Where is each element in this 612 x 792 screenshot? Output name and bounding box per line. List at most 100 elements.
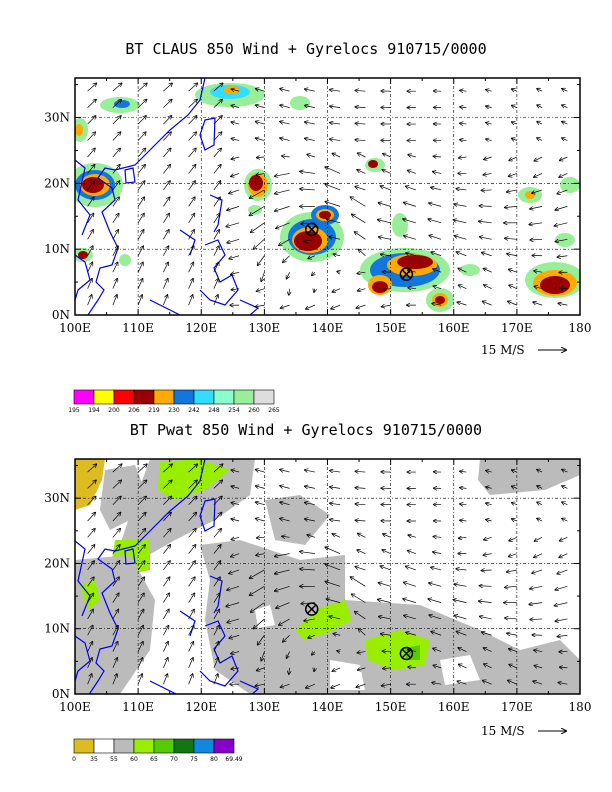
wind-vector — [406, 632, 416, 636]
wind-vector — [557, 256, 568, 257]
wind-vector — [562, 105, 568, 108]
wind-vector — [255, 502, 265, 505]
wind-vector — [314, 668, 315, 672]
wind-vector — [112, 496, 121, 505]
wind-vector — [314, 289, 315, 293]
wind-vector — [213, 246, 219, 256]
coastline-segment — [88, 459, 206, 694]
wind-vector — [509, 156, 518, 161]
wind-vector — [280, 304, 290, 308]
wind-vector — [554, 602, 568, 606]
wind-vector — [112, 132, 121, 141]
lon-tick-label: 120E — [185, 321, 217, 335]
wind-vector — [355, 488, 366, 489]
wind-vector — [509, 649, 517, 652]
wind-vector — [257, 157, 265, 158]
wind-vector — [512, 122, 518, 124]
lon-tick-label: 100E — [59, 700, 91, 714]
colorbar-label: 55 — [110, 756, 118, 763]
wind-vector — [280, 683, 290, 687]
wind-vector — [163, 480, 171, 489]
wind-vector — [87, 464, 97, 473]
wind-vector — [403, 219, 416, 224]
wind-vector — [137, 593, 144, 603]
wind-vector — [355, 567, 366, 571]
colorbar-swatch — [193, 738, 215, 754]
wind-vector — [429, 235, 442, 240]
wind-vector — [231, 157, 240, 159]
wind-vector — [457, 302, 467, 306]
colorbar-label: 60 — [130, 756, 138, 763]
wind-vector — [537, 470, 543, 473]
panel1-gyrelocs — [304, 222, 414, 281]
wind-vector — [530, 585, 543, 589]
lon-tick-label: 110E — [122, 700, 154, 714]
lon-tick-label: 180 — [569, 321, 592, 335]
wind-vector — [87, 295, 92, 306]
wind-vector — [355, 471, 366, 472]
wind-vector — [231, 486, 240, 488]
wind-vector — [137, 577, 144, 587]
lat-tick-label: 0N — [52, 308, 70, 322]
wind-vector — [280, 138, 290, 141]
wind-vector — [484, 157, 492, 159]
lon-tick-label: 170E — [501, 321, 533, 335]
wind-vector — [562, 518, 568, 521]
colorbar-label: 194 — [88, 407, 100, 414]
wind-vector — [253, 239, 265, 249]
wind-vector — [505, 238, 517, 239]
wind-vector — [312, 652, 315, 655]
wind-vector — [308, 256, 316, 259]
wind-vector — [456, 252, 467, 257]
wind-vector — [537, 502, 543, 505]
wind-vector — [112, 148, 120, 158]
wind-vector — [163, 116, 171, 125]
lat-tick-label: 20N — [44, 556, 70, 570]
wind-vector — [231, 122, 240, 124]
wind-vector — [358, 668, 366, 670]
wind-vector — [255, 89, 265, 92]
wind-vector — [275, 553, 290, 557]
wind-vector — [255, 105, 265, 108]
wind-vector — [479, 206, 492, 207]
wind-vector — [137, 609, 144, 620]
wind-vector — [305, 470, 315, 472]
wind-vector — [507, 633, 517, 635]
wind-vector — [286, 651, 290, 659]
gyreloc-marker — [399, 646, 414, 661]
wind-vector — [330, 487, 341, 488]
wind-vector — [188, 658, 193, 669]
wind-vector — [188, 83, 198, 92]
wind-vector — [562, 138, 568, 141]
colorbar-label: 200 — [108, 407, 120, 414]
wind-vector — [257, 289, 265, 292]
coastline-segment — [87, 78, 206, 315]
lon-tick-label: 120E — [185, 700, 217, 714]
wind-vector — [505, 618, 517, 619]
wind-vector — [137, 626, 143, 636]
wind-vector — [333, 634, 341, 636]
wind-vector — [330, 123, 341, 124]
wind-vector — [137, 181, 145, 191]
wind-vector — [213, 230, 220, 240]
wind-vector — [508, 680, 518, 685]
panel1-wind-vectors — [87, 83, 568, 309]
lat-tick-label: 10N — [44, 622, 70, 636]
wind-vector — [282, 156, 290, 157]
wind-vector — [355, 90, 366, 91]
wind-vector — [112, 577, 119, 587]
colorbar-label: 65 — [150, 756, 158, 763]
wind-vector — [163, 464, 172, 473]
wind-vector — [555, 206, 568, 210]
wind-vector — [507, 190, 517, 192]
colorbar-swatch — [173, 389, 195, 405]
wind-vector — [358, 153, 366, 158]
lon-tick-label: 110E — [122, 321, 154, 335]
wind-vector — [137, 658, 142, 669]
wind-vector — [249, 585, 265, 595]
wind-vector — [188, 246, 194, 256]
wind-vector — [530, 619, 543, 620]
wind-vector — [163, 165, 170, 174]
wind-vector — [163, 577, 169, 587]
